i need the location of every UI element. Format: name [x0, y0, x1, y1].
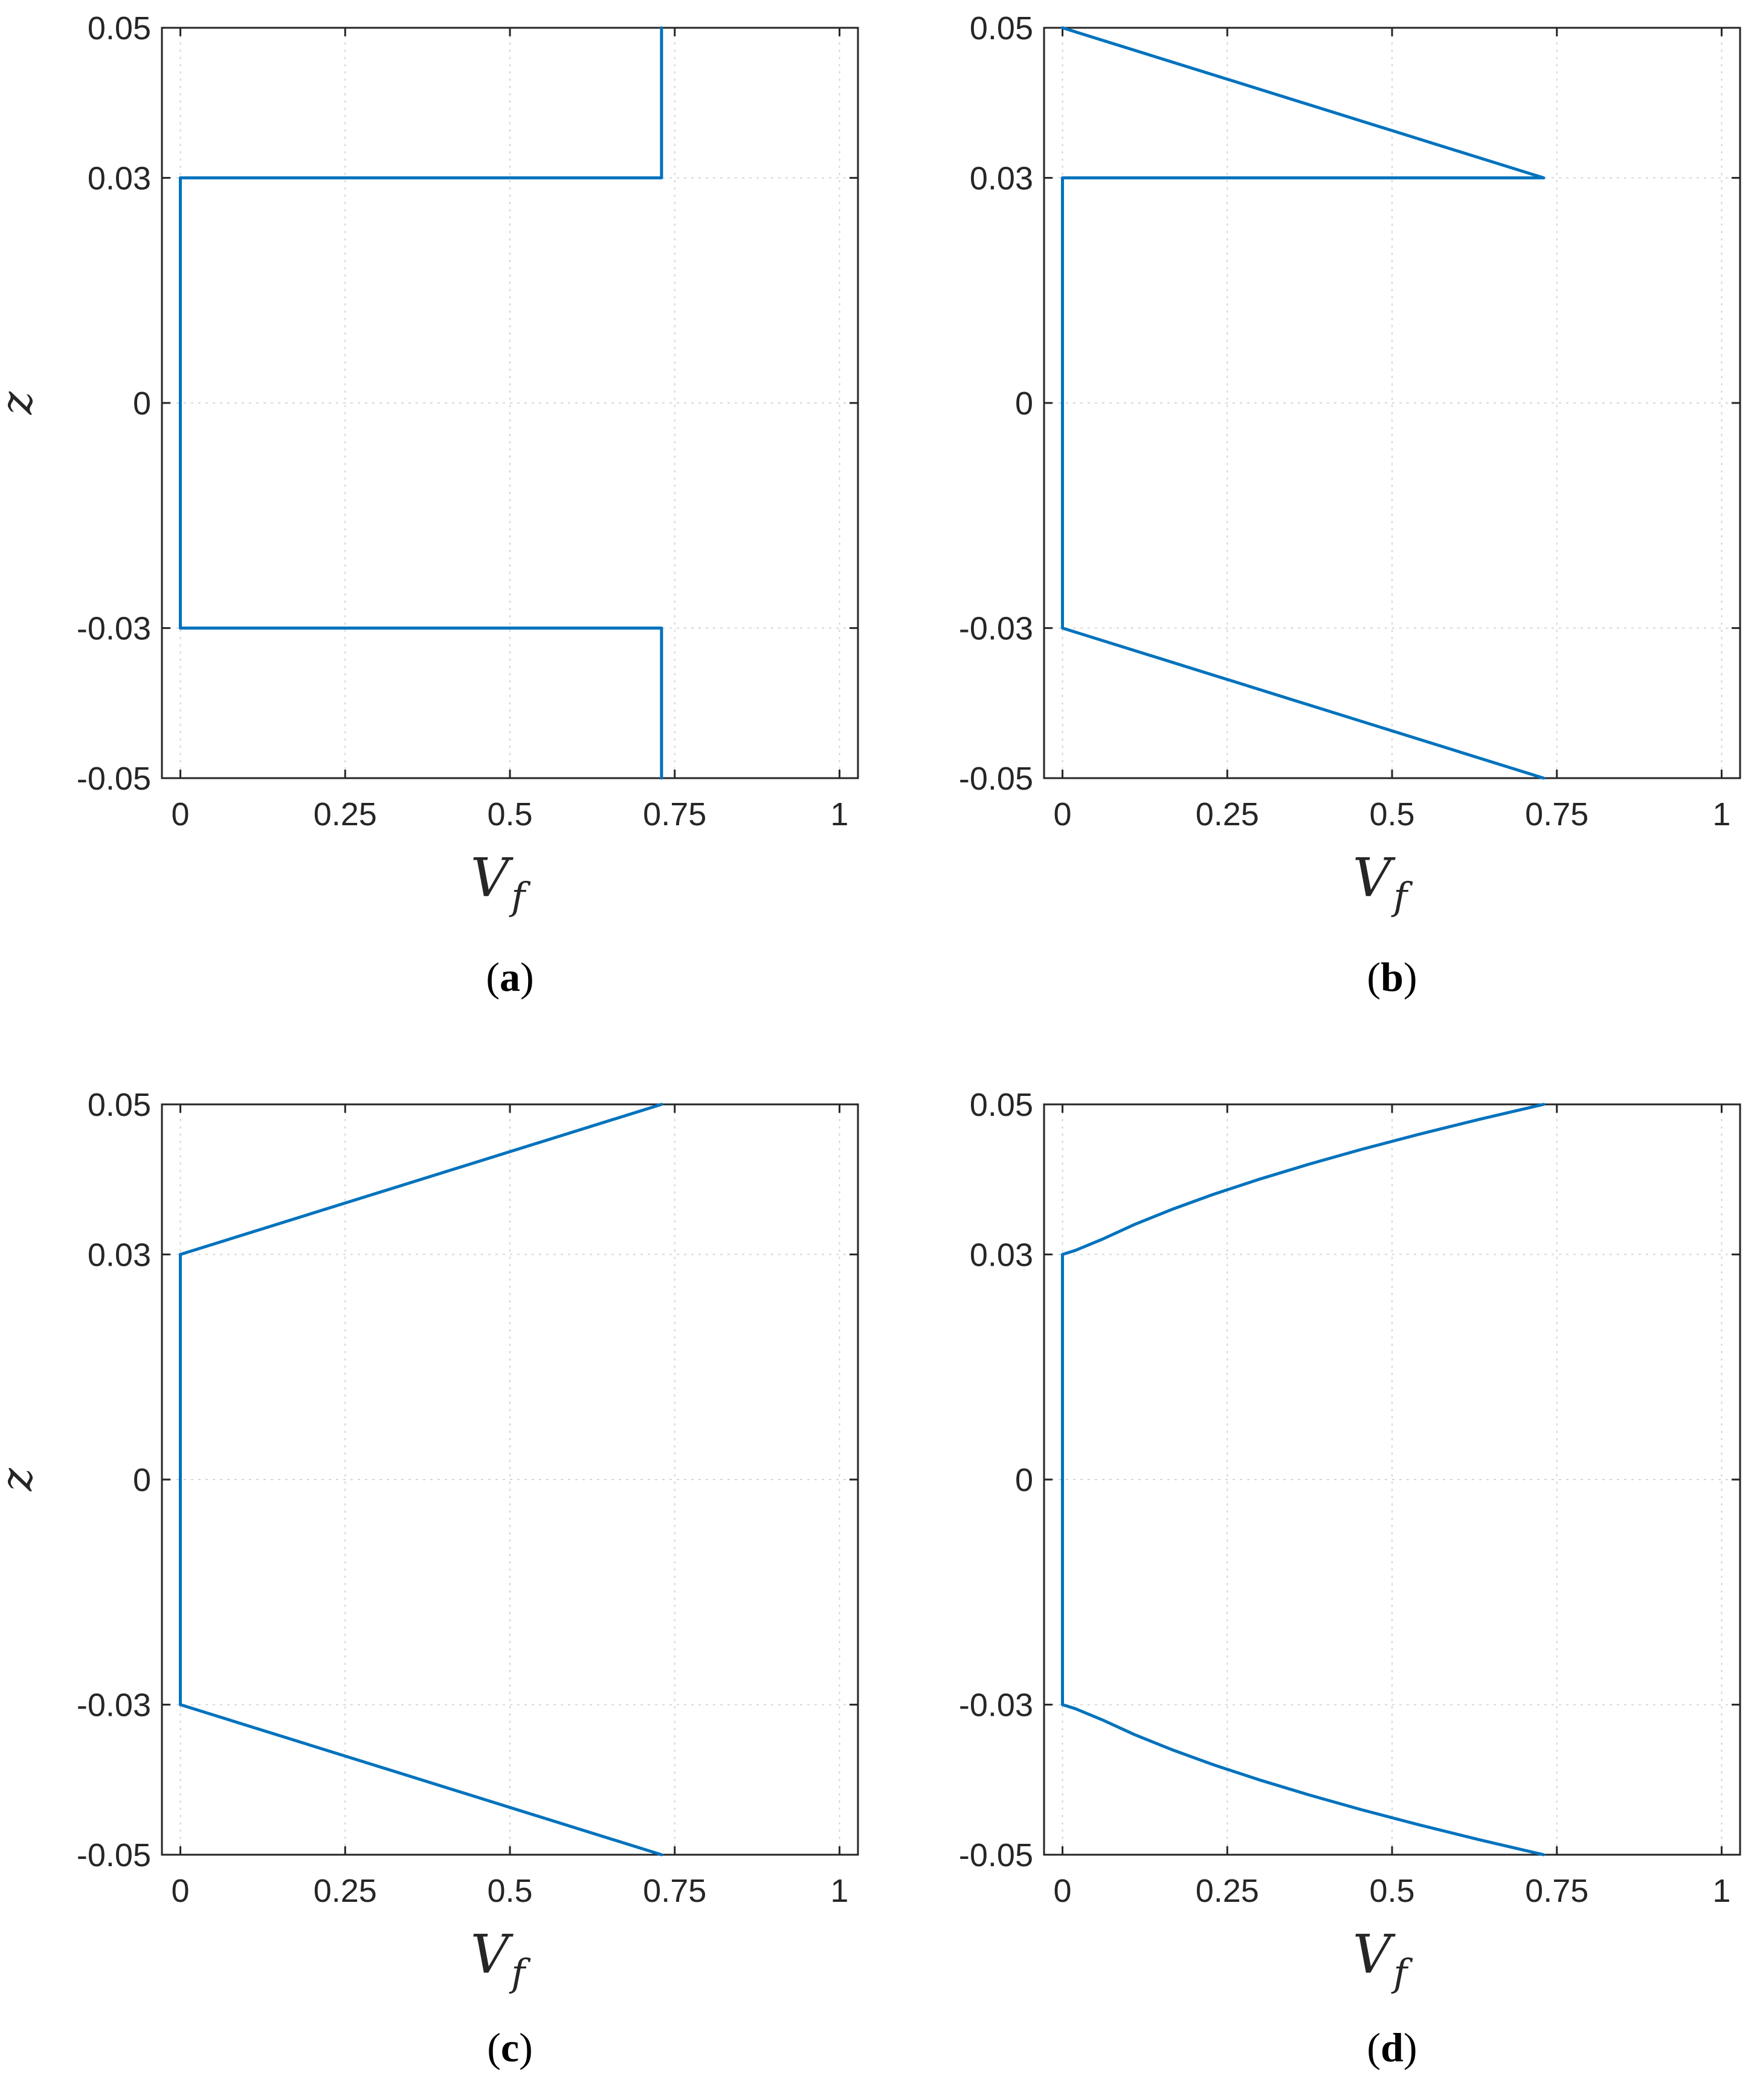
y-axis-label: z: [0, 1467, 42, 1492]
x-tick-label: 0.75: [643, 796, 706, 833]
caption-letter: a: [500, 954, 520, 1000]
y-tick-label: -0.03: [77, 1687, 151, 1724]
x-tick-label: 0.75: [1525, 1873, 1588, 1909]
y-tick-label: 0: [133, 1462, 151, 1498]
x-tick-label: 0.25: [1196, 1873, 1259, 1909]
x-tick-label: 1: [1712, 1873, 1730, 1909]
x-tick-label: 1: [830, 796, 848, 833]
panel-caption-d: (d): [1367, 2024, 1417, 2070]
x-axis-label: Vf: [471, 846, 532, 918]
x-tick-label: 1: [830, 1873, 848, 1909]
series-line-a: [179, 26, 663, 780]
x-tick-label: 0.5: [1369, 796, 1414, 833]
y-tick-label: -0.05: [959, 1837, 1033, 1873]
x-axis-label-main: V: [471, 846, 514, 909]
y-tick-label: 0.05: [88, 10, 151, 47]
x-axis-label: Vf: [1353, 1923, 1414, 1995]
y-tick-label: 0.03: [88, 1237, 151, 1273]
x-axis-label: Vf: [1353, 846, 1414, 918]
caption-close-paren: ): [519, 2024, 533, 2070]
y-tick-label: 0.05: [970, 1087, 1033, 1123]
y-tick-label: 0.03: [970, 160, 1033, 196]
x-tick-label: 0.75: [643, 1873, 706, 1909]
y-tick-label: 0.05: [88, 1087, 151, 1123]
x-tick-label: 0: [172, 796, 190, 833]
x-axis-label-subscript: f: [1391, 874, 1413, 918]
caption-close-paren: ): [1404, 954, 1417, 1000]
caption-open-paren: (: [487, 2024, 501, 2070]
y-tick-label: -0.03: [959, 1687, 1033, 1724]
chart-panel-a: 0 0.25 0.5 0.75 1 -0.05 -0.03 0 0.03 0.05 Vf z (a): [0, 10, 859, 1000]
y-tick-label: 0: [1015, 1462, 1033, 1498]
x-tick-label: 0: [172, 1873, 190, 1909]
x-axis-label-subscript: f: [1391, 1951, 1413, 1995]
x-axis-label: Vf: [471, 1923, 532, 1995]
caption-close-paren: ): [1404, 2024, 1417, 2070]
x-tick-label: 0.25: [1196, 796, 1259, 833]
x-tick-label: 0.5: [487, 796, 532, 833]
x-tick-label: 0: [1054, 1873, 1072, 1909]
caption-open-paren: (: [1367, 2024, 1381, 2070]
series-line-c: [179, 1103, 663, 1857]
y-tick-label: -0.05: [77, 761, 151, 797]
x-axis-label-main: V: [1353, 1923, 1396, 1985]
y-tick-label: -0.05: [959, 761, 1033, 797]
y-tick-label: 0: [133, 385, 151, 422]
y-tick-label: -0.03: [77, 611, 151, 647]
panel-caption-b: (b): [1367, 954, 1417, 1000]
caption-letter: c: [501, 2024, 519, 2070]
caption-letter: b: [1381, 954, 1404, 1000]
y-tick-label: -0.05: [77, 1837, 151, 1873]
y-axis-label: z: [0, 1467, 42, 1492]
y-axis-label: z: [0, 391, 42, 415]
y-tick-label: 0: [1015, 385, 1033, 422]
x-axis-label-main: V: [471, 1923, 514, 1985]
y-tick-label: 0.03: [970, 1237, 1033, 1273]
x-axis-label-main: V: [1353, 846, 1396, 909]
x-axis-label-subscript: f: [509, 874, 531, 918]
x-axis-label-subscript: f: [509, 1951, 531, 1995]
y-tick-label: -0.03: [959, 611, 1033, 647]
panel-caption-c: (c): [487, 2024, 533, 2070]
caption-letter: d: [1381, 2024, 1404, 2070]
x-tick-label: 0.5: [1369, 1873, 1414, 1909]
chart-panel-c: 0 0.25 0.5 0.75 1 -0.05 -0.03 0 0.03 0.05 Vf z (c): [0, 1087, 859, 2070]
y-tick-label: 0.03: [88, 160, 151, 196]
x-tick-label: 0: [1054, 796, 1072, 833]
x-tick-label: 0.75: [1525, 796, 1588, 833]
y-axis-label: z: [0, 391, 42, 415]
y-tick-label: 0.05: [970, 10, 1033, 47]
x-tick-label: 0.5: [487, 1873, 532, 1909]
panel-caption-a: (a): [486, 954, 534, 1000]
x-tick-label: 0.25: [314, 796, 377, 833]
caption-open-paren: (: [1367, 954, 1381, 1000]
caption-open-paren: (: [486, 954, 500, 1000]
series-line-b: [1061, 26, 1546, 780]
series-line-d: [1061, 1103, 1546, 1857]
caption-close-paren: ): [520, 954, 534, 1000]
x-tick-label: 1: [1712, 796, 1730, 833]
x-tick-label: 0.25: [314, 1873, 377, 1909]
